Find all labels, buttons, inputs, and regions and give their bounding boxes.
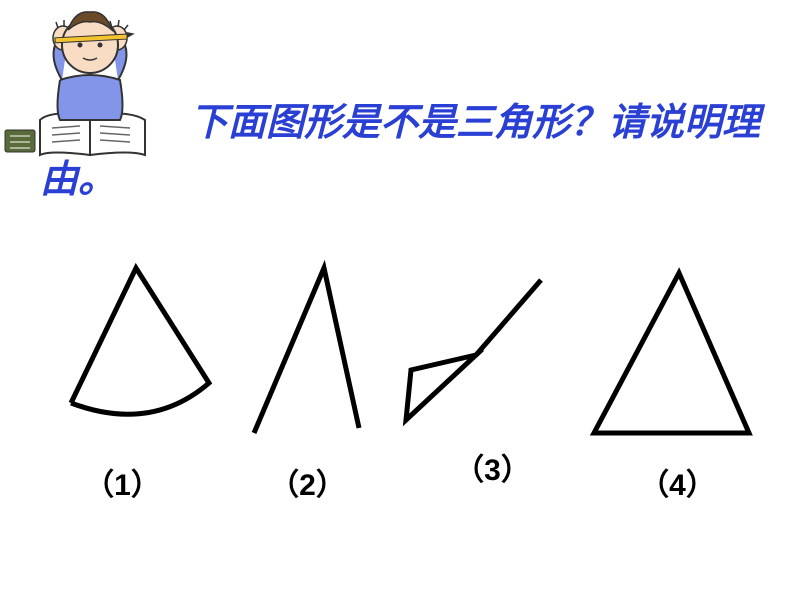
shape-2 (244, 258, 374, 443)
shape-1 (41, 258, 221, 443)
label-1: （1） (33, 460, 213, 504)
shape-3 (396, 270, 556, 430)
label-2: （2） (218, 460, 398, 504)
label-4: （4） (588, 460, 768, 504)
shape-4 (579, 258, 759, 443)
labels-container: （1） （2） （3） （4） (30, 460, 770, 504)
shapes-container (30, 250, 770, 450)
label-3: （3） (403, 445, 583, 489)
question-text: 下面图形是不是三角形？请说明理由。 (40, 95, 760, 209)
